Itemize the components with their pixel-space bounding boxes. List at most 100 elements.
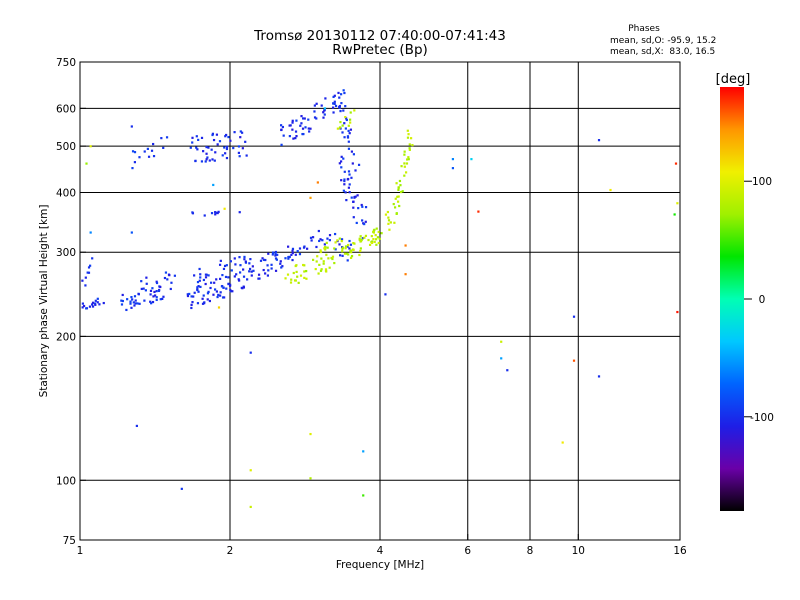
data-point xyxy=(375,243,378,246)
data-point xyxy=(309,127,312,130)
data-point xyxy=(315,245,318,249)
data-point xyxy=(237,151,240,154)
data-point xyxy=(308,130,311,133)
data-point xyxy=(241,147,244,150)
data-point xyxy=(150,302,153,305)
data-point xyxy=(311,236,315,239)
data-point xyxy=(280,266,283,269)
data-point xyxy=(362,494,365,497)
data-point xyxy=(287,255,290,259)
x-tick-label: 4 xyxy=(377,545,384,557)
data-point xyxy=(215,290,218,293)
data-point xyxy=(210,148,213,151)
data-point xyxy=(224,275,228,279)
data-point xyxy=(378,237,381,240)
data-point xyxy=(231,290,234,293)
data-point xyxy=(133,151,137,154)
data-point xyxy=(274,252,277,255)
data-point xyxy=(266,264,269,267)
data-point xyxy=(281,265,284,268)
data-point xyxy=(403,174,406,177)
data-point xyxy=(340,238,344,241)
data-point xyxy=(377,241,380,245)
data-point xyxy=(193,291,196,294)
data-point xyxy=(303,117,306,120)
data-point xyxy=(287,257,290,260)
data-point xyxy=(270,263,273,266)
data-point xyxy=(199,285,202,289)
data-point xyxy=(155,298,158,302)
data-point xyxy=(345,252,348,255)
data-point xyxy=(324,248,327,251)
data-point xyxy=(240,131,244,134)
data-point xyxy=(143,299,146,302)
data-point xyxy=(344,105,347,108)
data-point xyxy=(386,210,389,214)
data-point xyxy=(346,259,349,262)
data-point xyxy=(284,277,287,280)
data-point xyxy=(343,252,347,255)
chart-title: Tromsø 20130112 07:40:00-07:41:43 xyxy=(253,28,506,44)
data-point xyxy=(374,233,377,237)
data-point xyxy=(218,140,222,143)
data-point xyxy=(333,94,336,97)
data-point xyxy=(249,505,252,509)
data-point xyxy=(225,147,229,151)
data-point xyxy=(387,222,390,225)
data-point xyxy=(206,156,209,159)
data-point xyxy=(135,424,138,428)
data-point xyxy=(96,301,99,304)
data-point xyxy=(364,234,368,237)
data-point xyxy=(405,162,409,165)
data-point xyxy=(82,304,86,308)
data-point xyxy=(93,302,97,305)
data-point xyxy=(232,146,235,150)
data-point xyxy=(303,264,306,267)
data-point xyxy=(377,230,380,234)
data-point xyxy=(315,117,318,120)
data-point xyxy=(342,89,345,92)
data-point xyxy=(191,136,194,139)
data-point xyxy=(322,116,325,119)
data-point xyxy=(349,111,352,114)
data-point xyxy=(199,273,202,276)
data-point xyxy=(372,238,375,241)
data-point xyxy=(204,276,208,279)
data-point xyxy=(223,264,227,268)
data-point xyxy=(340,239,343,243)
x-tick-label: 6 xyxy=(464,545,471,557)
data-point xyxy=(300,115,303,118)
data-point xyxy=(151,287,154,290)
data-point xyxy=(163,276,167,280)
y-axis-ticks: 75 100 200 300 400 500 600 750 xyxy=(56,57,86,547)
x-tick-label: 16 xyxy=(673,545,687,557)
data-point xyxy=(196,302,200,305)
data-point xyxy=(250,274,253,277)
data-point xyxy=(225,156,229,160)
data-point xyxy=(191,211,194,214)
data-point xyxy=(149,300,152,303)
data-point xyxy=(451,167,455,170)
data-point xyxy=(237,145,241,148)
data-point xyxy=(284,257,287,260)
data-point xyxy=(597,139,601,142)
data-point xyxy=(309,196,312,199)
data-point xyxy=(212,138,216,142)
data-point xyxy=(363,236,366,239)
data-point xyxy=(389,221,392,224)
data-point xyxy=(186,293,189,296)
data-point xyxy=(403,150,406,153)
data-point xyxy=(572,315,576,318)
data-point xyxy=(242,268,245,271)
data-point xyxy=(169,287,172,291)
data-point xyxy=(341,131,344,134)
data-point xyxy=(188,292,191,296)
colorbar: [deg] 100 0 -100 xyxy=(716,72,774,511)
data-point xyxy=(131,150,135,153)
data-point xyxy=(399,190,403,194)
data-point xyxy=(305,269,308,273)
data-point xyxy=(81,306,84,309)
data-point xyxy=(331,106,335,109)
data-point xyxy=(319,238,322,241)
colorbar-tick-label: -100 xyxy=(750,412,774,424)
